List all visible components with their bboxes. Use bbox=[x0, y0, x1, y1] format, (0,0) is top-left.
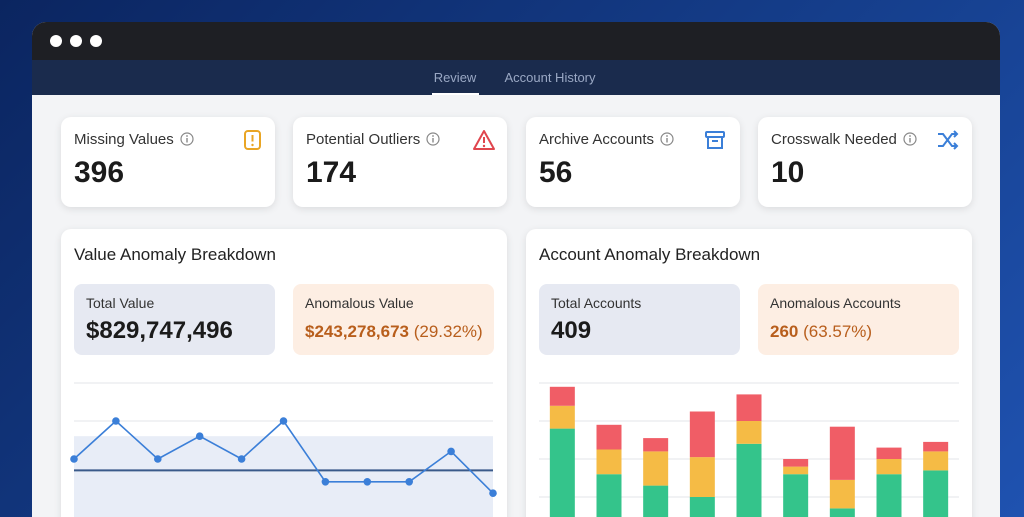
kpi-value: 10 bbox=[771, 156, 805, 189]
kpi-label: Archive Accounts bbox=[539, 131, 674, 148]
bar-segment bbox=[876, 459, 902, 475]
bar-segment bbox=[829, 426, 855, 480]
bar-segment bbox=[549, 405, 575, 429]
stat-percent: (29.32%) bbox=[413, 322, 483, 341]
kpi-card: Archive Accounts 56 bbox=[526, 117, 740, 207]
bar-segment bbox=[596, 424, 622, 450]
kpi-card: Potential Outliers 174 bbox=[293, 117, 507, 207]
bar-segment bbox=[689, 411, 715, 458]
stat-value: 409 bbox=[551, 317, 592, 344]
active-tab-underline bbox=[431, 93, 479, 95]
bar-segment bbox=[923, 451, 949, 471]
kpi-value: 396 bbox=[74, 156, 125, 189]
bar-segment bbox=[783, 459, 809, 467]
tab[interactable]: Review bbox=[433, 70, 477, 85]
panel-title: Value Anomaly Breakdown bbox=[74, 245, 276, 264]
point bbox=[195, 432, 204, 441]
missing-icon bbox=[244, 130, 261, 150]
archive-icon bbox=[705, 131, 725, 149]
info-icon[interactable] bbox=[660, 132, 674, 146]
stat-box: Anomalous Accounts 260 (63.57%) bbox=[758, 284, 959, 355]
info-icon[interactable] bbox=[180, 132, 194, 146]
window-dot[interactable] bbox=[90, 35, 102, 47]
bar-segment bbox=[736, 421, 762, 444]
bar-segment bbox=[783, 466, 809, 475]
kpi-card: Crosswalk Needed 10 bbox=[758, 117, 972, 207]
point bbox=[489, 489, 497, 498]
tab-bar: Review Account History bbox=[32, 60, 1000, 95]
stat-value: $243,278,673 (29.32%) bbox=[305, 322, 483, 342]
point bbox=[363, 478, 372, 486]
bar-segment bbox=[829, 479, 855, 509]
stat-value: 260 bbox=[770, 322, 799, 341]
bar-segment bbox=[643, 485, 669, 517]
point bbox=[237, 455, 246, 463]
bar-segment bbox=[549, 428, 575, 517]
point bbox=[321, 478, 330, 486]
kpi-label: Missing Values bbox=[74, 131, 194, 148]
point bbox=[447, 447, 455, 456]
kpi-value: 174 bbox=[306, 156, 357, 189]
stat-value: 260 (63.57%) bbox=[770, 322, 872, 342]
stat-value: $243,278,673 bbox=[305, 322, 409, 341]
stat-box: Total Accounts 409 bbox=[539, 284, 740, 355]
bar-segment bbox=[689, 497, 715, 517]
bar-segment bbox=[549, 386, 575, 406]
bar-segment bbox=[783, 474, 809, 517]
panel-title: Account Anomaly Breakdown bbox=[539, 245, 761, 264]
tab[interactable]: Account History bbox=[504, 70, 596, 85]
bar-segment bbox=[923, 441, 949, 452]
point bbox=[70, 455, 78, 463]
stat-label: Anomalous Value bbox=[305, 295, 414, 311]
stat-value: $829,747,496 bbox=[86, 317, 233, 344]
bar-segment bbox=[596, 474, 622, 517]
kpi-value: 56 bbox=[539, 156, 573, 189]
window-dot[interactable] bbox=[70, 35, 82, 47]
bar-segment bbox=[643, 438, 669, 452]
stat-label: Total Accounts bbox=[551, 295, 642, 311]
bar-segment bbox=[643, 451, 669, 486]
title-bar bbox=[32, 22, 1000, 60]
kpi-label: Potential Outliers bbox=[306, 131, 440, 148]
bar-segment bbox=[736, 394, 762, 421]
bar-segment bbox=[596, 449, 622, 475]
stat-label: Anomalous Accounts bbox=[770, 295, 901, 311]
point bbox=[279, 417, 288, 425]
info-icon[interactable] bbox=[426, 132, 440, 146]
kpi-label: Crosswalk Needed bbox=[771, 131, 917, 148]
stat-box: Anomalous Value $243,278,673 (29.32%) bbox=[293, 284, 494, 355]
stat-box: Total Value $829,747,496 bbox=[74, 284, 275, 355]
bar-segment bbox=[876, 474, 902, 517]
shaded-band bbox=[74, 436, 493, 517]
warning-icon bbox=[473, 130, 495, 150]
kpi-card: Missing Values 396 bbox=[61, 117, 275, 207]
stat-label: Total Value bbox=[86, 295, 155, 311]
window-dot[interactable] bbox=[50, 35, 62, 47]
bar-segment bbox=[876, 447, 902, 459]
bar-segment bbox=[736, 443, 762, 517]
shuffle-icon bbox=[938, 130, 959, 150]
bar-segment bbox=[829, 508, 855, 517]
bar-segment bbox=[923, 470, 949, 517]
stat-percent: (63.57%) bbox=[803, 322, 873, 341]
info-icon[interactable] bbox=[903, 132, 917, 146]
point bbox=[112, 417, 120, 425]
point bbox=[405, 478, 414, 486]
bar-segment bbox=[689, 457, 715, 497]
point bbox=[154, 455, 162, 463]
